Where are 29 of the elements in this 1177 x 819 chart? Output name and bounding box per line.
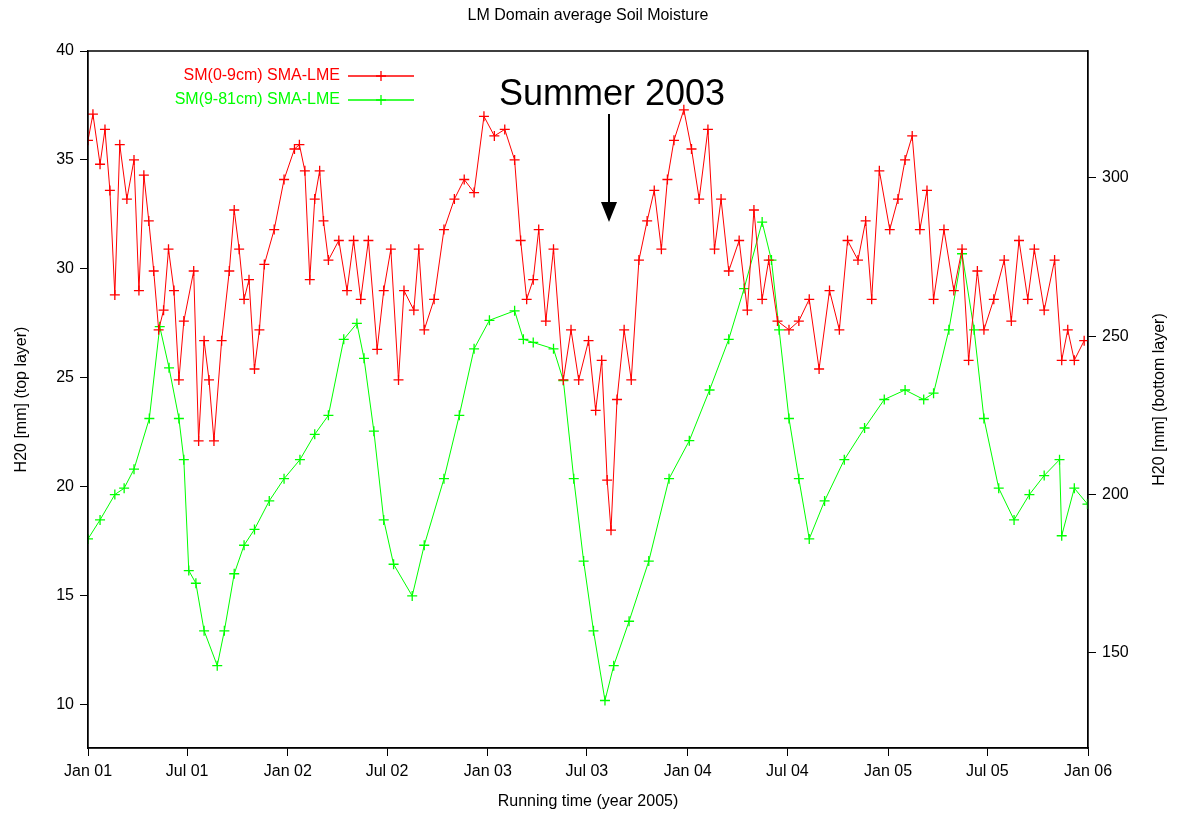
y-tick-label: 35 — [56, 150, 75, 168]
x-tick-label: Jan 06 — [1063, 762, 1113, 780]
x-tick-label: Jan 02 — [263, 762, 313, 780]
y-tick-label: 10 — [56, 694, 75, 712]
x-tick-label: Jul 01 — [165, 762, 209, 780]
legend-label: SM(0-9cm) SMA-LME — [183, 66, 340, 84]
x-tick-label: Jul 05 — [965, 762, 1009, 780]
x-tick-label: Jan 04 — [663, 762, 712, 780]
y-tick-label: 20 — [56, 477, 75, 495]
y2-tick-label: 250 — [1102, 326, 1129, 344]
x-tick-label: Jul 02 — [365, 762, 409, 780]
x-tick-label: Jul 03 — [565, 762, 609, 780]
y-tick-label: 30 — [56, 259, 75, 277]
chart-title: LM Domain average Soil Moisture — [467, 6, 709, 24]
y-tick-label: 25 — [56, 368, 75, 386]
x-tick-label: Jan 01 — [63, 762, 113, 780]
y-tick-label: 15 — [56, 585, 75, 603]
y-axis-title: H20 [mm] (top layer) — [12, 326, 30, 473]
y2-axis-title: H20 [mm] (bottom layer) — [1150, 313, 1168, 486]
y2-tick-label: 150 — [1102, 643, 1129, 661]
y2-tick-label: 300 — [1102, 168, 1129, 186]
y2-tick-label: 200 — [1102, 484, 1129, 502]
legend-label: SM(9-81cm) SMA-LME — [174, 90, 340, 108]
annotation: Summer 2003 — [498, 71, 726, 113]
x-tick-label: Jan 03 — [463, 762, 512, 780]
x-tick-label: Jul 04 — [765, 762, 809, 780]
y-tick-label: 40 — [56, 41, 75, 59]
x-tick-label: Jan 05 — [864, 762, 913, 780]
x-axis-title: Running time (year 2005) — [497, 792, 679, 810]
